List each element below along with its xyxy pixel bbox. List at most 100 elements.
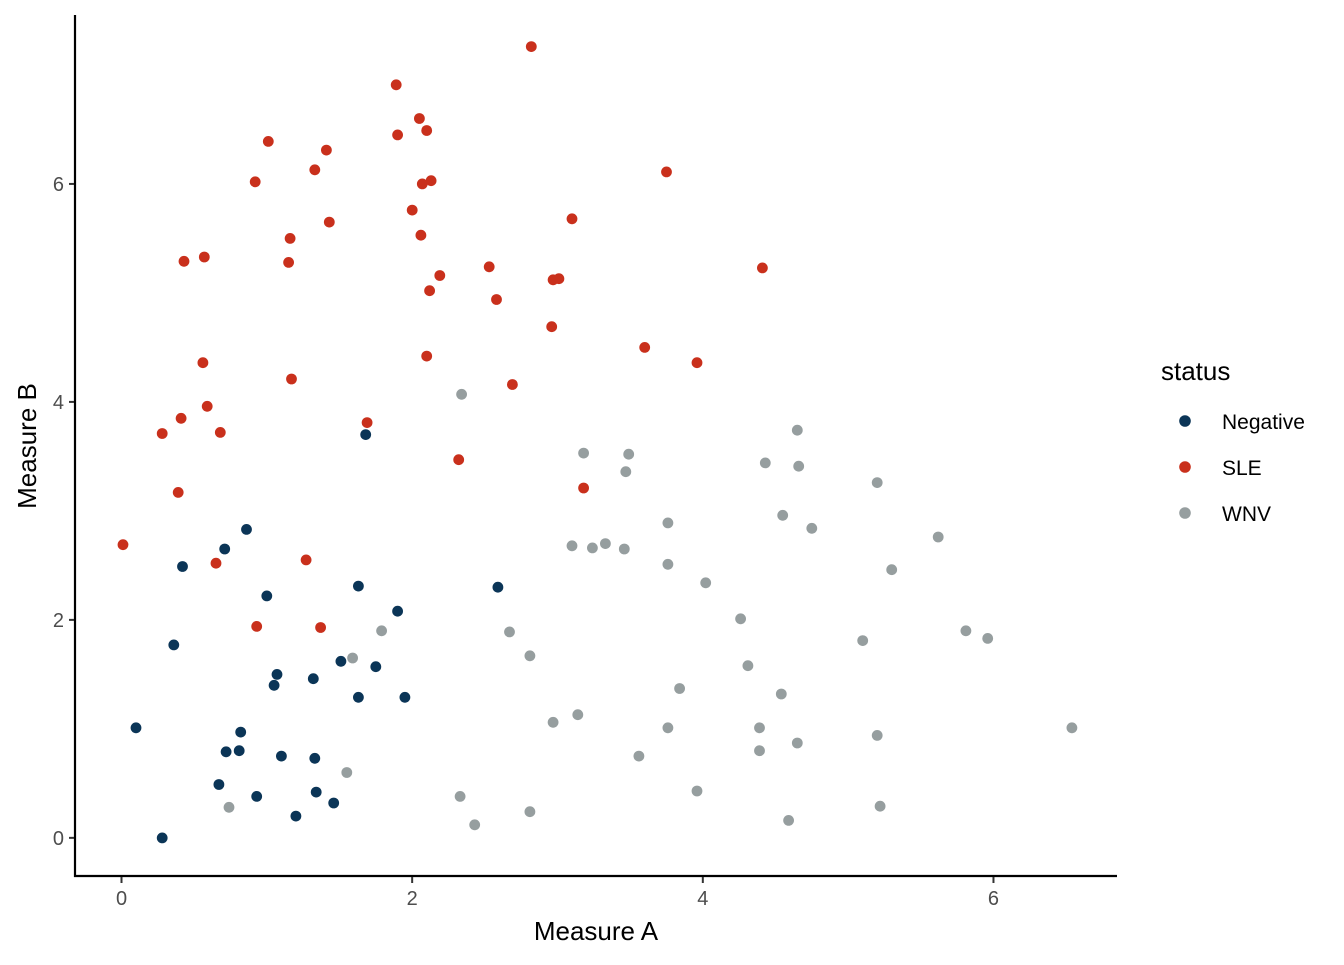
point-wnv: [857, 635, 869, 646]
point-negative: [268, 679, 280, 691]
point-sle: [491, 294, 502, 305]
y-tick-label: 0: [53, 828, 64, 850]
y-axis-title: Measure B: [12, 383, 42, 509]
point-wnv: [341, 767, 353, 778]
point-negative: [328, 797, 340, 809]
point-wnv: [578, 447, 589, 459]
point-sle: [178, 255, 190, 267]
point-sle: [416, 178, 428, 190]
point-wnv: [793, 460, 805, 472]
point-sle: [691, 357, 703, 369]
point-wnv: [524, 650, 536, 662]
point-wnv: [456, 388, 467, 400]
point-sle: [406, 204, 418, 216]
point-sle: [321, 144, 332, 156]
point-sle: [414, 113, 425, 124]
point-sle: [300, 554, 312, 566]
point-wnv: [623, 448, 635, 460]
point-negative: [370, 661, 382, 673]
point-wnv: [754, 722, 765, 734]
point-wnv: [347, 652, 358, 664]
point-wnv: [960, 625, 972, 637]
point-wnv: [791, 424, 803, 436]
point-sle: [198, 251, 210, 263]
point-negative: [307, 673, 319, 685]
point-wnv: [662, 517, 674, 529]
point-negative: [492, 581, 504, 593]
y-tick-label: 4: [53, 392, 64, 414]
point-negative: [235, 726, 247, 738]
point-sle: [283, 257, 294, 268]
point-wnv: [735, 613, 746, 625]
point-negative: [399, 691, 411, 703]
point-negative: [177, 561, 188, 572]
point-sle: [757, 262, 768, 274]
point-wnv: [775, 688, 787, 700]
point-sle: [434, 270, 446, 281]
point-wnv: [600, 538, 611, 549]
point-sle: [286, 373, 297, 385]
point-wnv: [547, 716, 559, 728]
point-sle: [661, 166, 672, 178]
point-negative: [251, 791, 263, 802]
point-wnv: [566, 540, 578, 552]
point-sle: [424, 285, 435, 297]
legend-items: Negative SLE WNV: [1179, 411, 1305, 526]
point-wnv: [1066, 722, 1078, 734]
point-negative: [290, 810, 302, 822]
point-wnv: [791, 737, 803, 749]
y-tick-label: 2: [53, 610, 64, 632]
point-sle: [172, 487, 184, 498]
point-wnv: [700, 577, 712, 589]
point-negative: [276, 750, 287, 762]
point-negative: [220, 746, 232, 758]
point-negative: [213, 779, 225, 790]
point-wnv: [806, 522, 818, 534]
point-wnv: [783, 815, 794, 826]
point-wnv: [691, 785, 703, 797]
point-wnv: [674, 683, 685, 694]
point-negative: [335, 655, 347, 667]
point-sle: [507, 379, 518, 390]
point-wnv: [932, 531, 944, 543]
point-sle: [117, 539, 129, 551]
point-sle: [249, 176, 261, 188]
point-wnv: [620, 466, 632, 478]
point-negative: [271, 669, 283, 680]
point-wnv: [572, 709, 584, 721]
point-negative: [353, 691, 364, 703]
point-wnv: [871, 477, 883, 488]
point-wnv: [754, 745, 765, 757]
legend-title: status: [1161, 356, 1230, 386]
point-sle: [525, 41, 537, 52]
point-negative: [360, 429, 372, 440]
legend: status Negative SLE WNV: [1161, 356, 1305, 526]
point-negative: [233, 745, 245, 757]
point-wnv: [587, 542, 598, 554]
point-sle: [553, 273, 565, 285]
point-wnv: [662, 722, 674, 734]
point-negative: [241, 524, 252, 535]
x-axis-title: Measure A: [534, 916, 659, 946]
data-points: [117, 41, 1078, 844]
point-wnv: [454, 791, 466, 802]
point-sle: [639, 342, 651, 353]
y-tick-label: 6: [53, 174, 64, 196]
point-sle: [546, 321, 558, 333]
x-tick-label: 4: [697, 888, 708, 910]
point-wnv: [504, 626, 515, 638]
point-negative: [310, 786, 322, 798]
point-wnv: [662, 558, 674, 570]
point-sle: [262, 136, 274, 147]
point-wnv: [886, 564, 898, 576]
point-sle: [566, 213, 578, 225]
point-wnv: [376, 625, 387, 637]
point-sle: [175, 412, 187, 424]
point-sle: [315, 622, 326, 633]
y-axis-ticks: 0 2 4 6: [53, 174, 74, 850]
point-sle: [323, 216, 335, 228]
point-negative: [219, 543, 231, 555]
point-wnv: [982, 633, 994, 644]
